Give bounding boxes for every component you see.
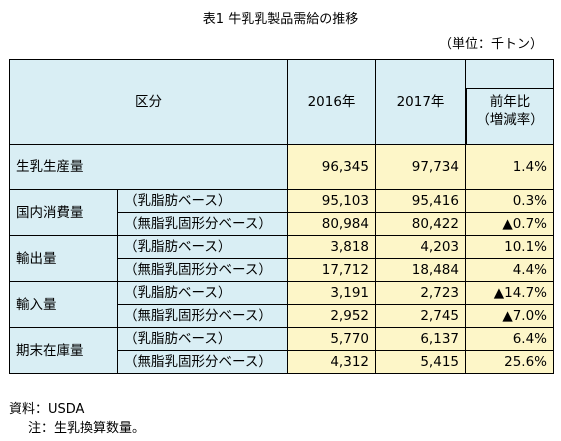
row-consumption-label: 国内消費量	[9, 189, 118, 236]
cell-stocks-fat-change: 6.4%	[465, 327, 554, 351]
cell-consumption-snf-change: ▲0.7%	[465, 212, 554, 236]
cell-consumption-fat-2016: 95,103	[287, 189, 376, 213]
cell-production-2016: 96,345	[287, 144, 376, 190]
cell-stocks-snf-change: 25.6%	[465, 350, 554, 374]
header-change-line1: 前年比	[489, 94, 531, 110]
row-production-label: 生乳生産量	[9, 144, 288, 190]
sub-fat-basis: （乳脂肪ベース）	[117, 235, 288, 259]
header-2017: 2017年	[375, 59, 466, 145]
source-note: 資料：USDA	[9, 402, 85, 417]
sub-snf-basis: （無脂乳固形分ベース）	[117, 258, 288, 282]
cell-production-change: 1.4%	[465, 144, 554, 190]
notes: 資料：USDA 注：生乳換算数量。	[9, 400, 145, 438]
row-exports-label: 輸出量	[9, 235, 118, 282]
unit-label: （単位：千トン）	[438, 37, 543, 52]
cell-imports-fat-2017: 2,723	[375, 281, 466, 305]
header-change: 前年比 （増減率）	[465, 59, 554, 145]
table-title: 表1 牛乳乳製品需給の推移	[202, 12, 359, 27]
cell-stocks-snf-2017: 5,415	[375, 350, 466, 374]
cell-exports-snf-change: 4.4%	[465, 258, 554, 282]
sub-fat-basis: （乳脂肪ベース）	[117, 281, 288, 305]
cell-imports-snf-change: ▲7.0%	[465, 304, 554, 328]
cell-imports-fat-change: ▲14.7%	[465, 281, 554, 305]
cell-consumption-snf-2016: 80,984	[287, 212, 376, 236]
sub-fat-basis: （乳脂肪ベース）	[117, 327, 288, 351]
cell-exports-snf-2016: 17,712	[287, 258, 376, 282]
sub-snf-basis: （無脂乳固形分ベース）	[117, 212, 288, 236]
cell-exports-fat-2016: 3,818	[287, 235, 376, 259]
sub-fat-basis: （乳脂肪ベース）	[117, 189, 288, 213]
cell-consumption-fat-change: 0.3%	[465, 189, 554, 213]
cell-imports-fat-2016: 3,191	[287, 281, 376, 305]
header-change-line2: （増減率）	[476, 112, 544, 128]
cell-production-2017: 97,734	[375, 144, 466, 190]
cell-imports-snf-2017: 2,745	[375, 304, 466, 328]
sub-snf-basis: （無脂乳固形分ベース）	[117, 350, 288, 374]
row-imports-label: 輸入量	[9, 281, 118, 328]
cell-exports-snf-2017: 18,484	[375, 258, 466, 282]
header-2016: 2016年	[287, 59, 376, 145]
cell-stocks-fat-2017: 6,137	[375, 327, 466, 351]
header-category: 区分	[9, 59, 288, 145]
cell-stocks-snf-2016: 4,312	[287, 350, 376, 374]
sub-snf-basis: （無脂乳固形分ベース）	[117, 304, 288, 328]
cell-consumption-fat-2017: 95,416	[375, 189, 466, 213]
cell-imports-snf-2016: 2,952	[287, 304, 376, 328]
cell-stocks-fat-2016: 5,770	[287, 327, 376, 351]
cell-exports-fat-change: 10.1%	[465, 235, 554, 259]
cell-exports-fat-2017: 4,203	[375, 235, 466, 259]
cell-consumption-snf-2017: 80,422	[375, 212, 466, 236]
row-stocks-label: 期末在庫量	[9, 327, 118, 374]
supply-demand-table: 区分 2016年 2017年 前年比 （増減率） 生乳生産量 96,345 97…	[9, 59, 554, 374]
footnote: 注：生乳換算数量。	[28, 421, 146, 436]
